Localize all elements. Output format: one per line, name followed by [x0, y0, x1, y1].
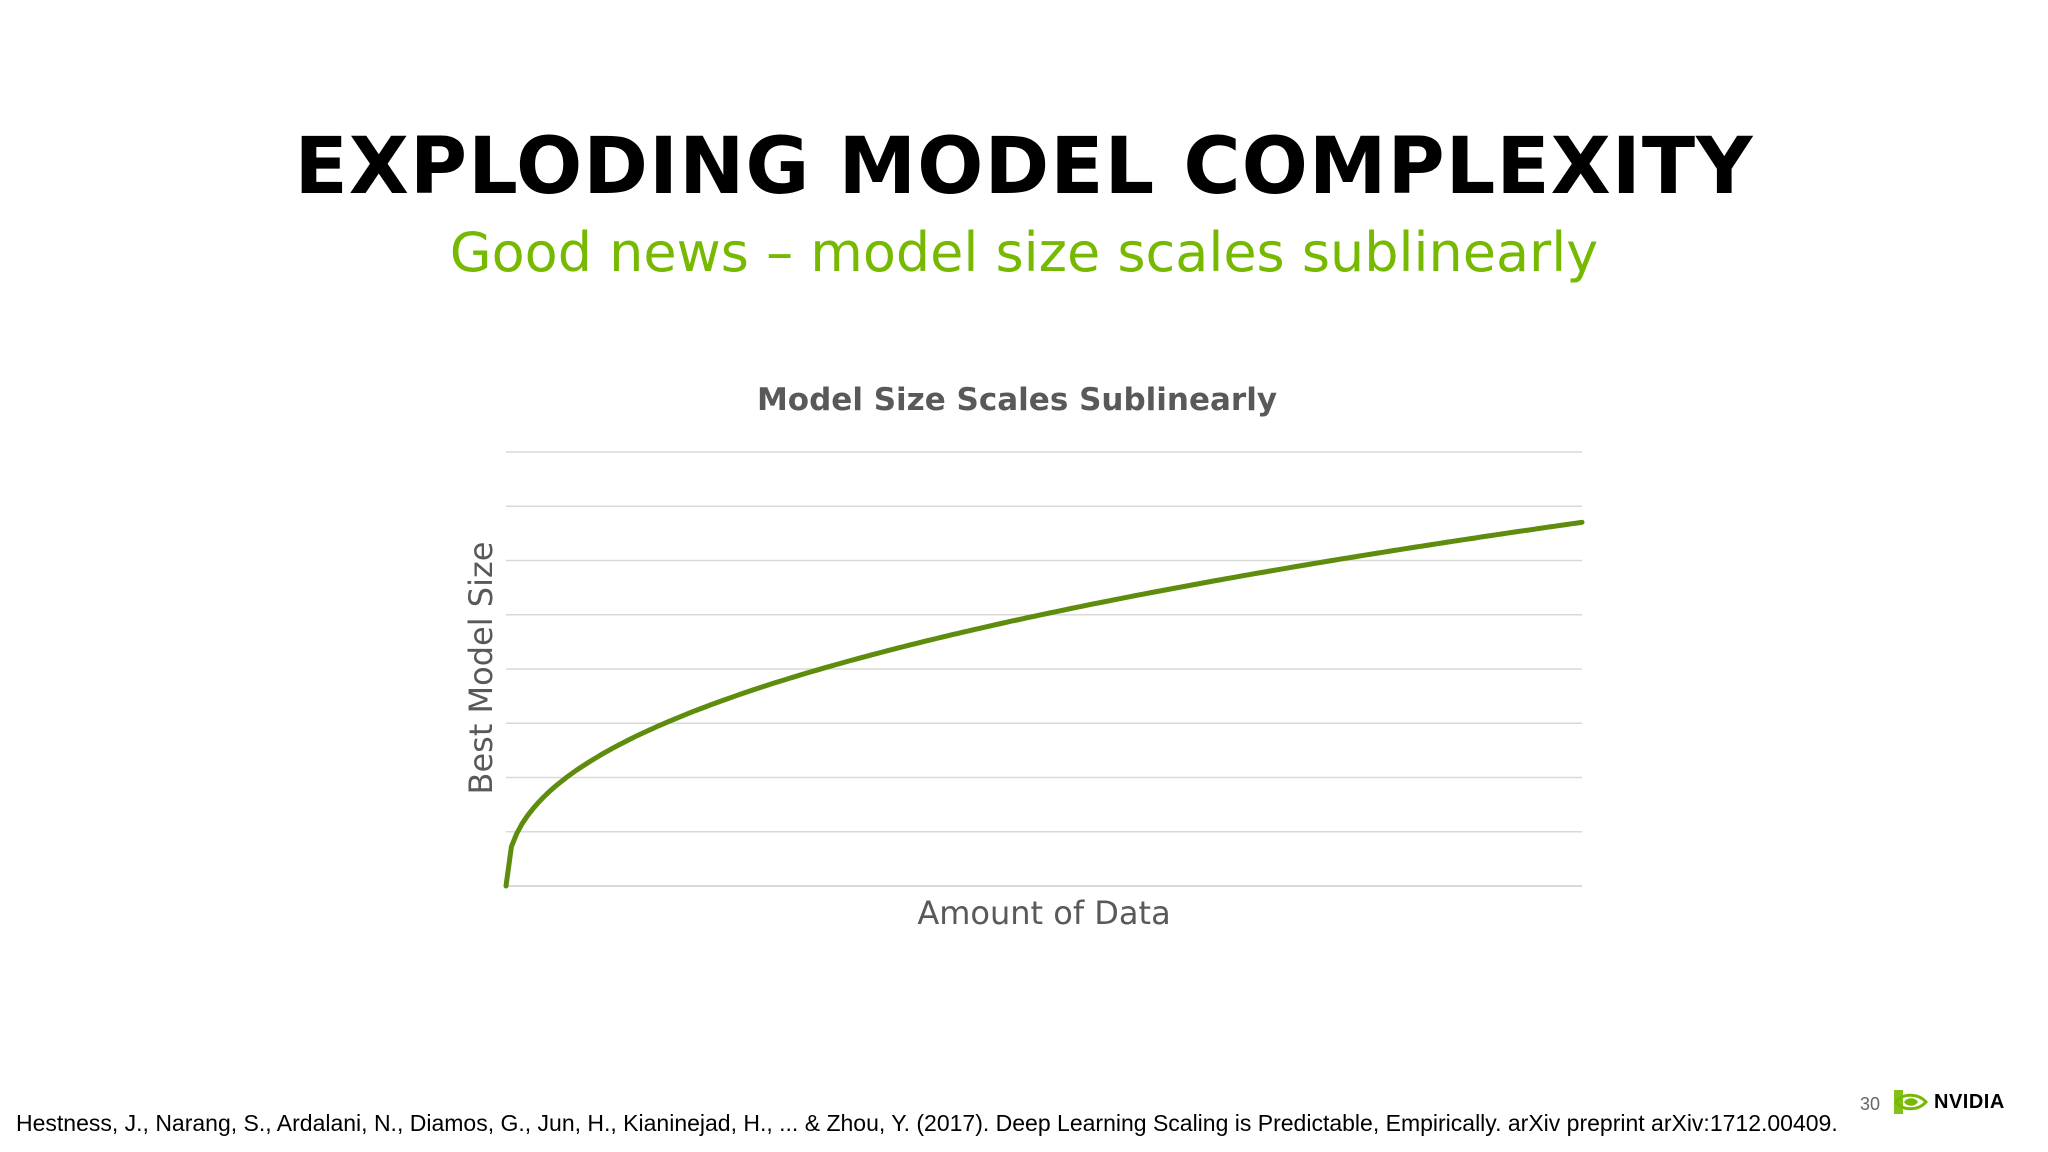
brand-name: NVIDIA	[1934, 1090, 2005, 1113]
slide-subtitle: Good news – model size scales sublinearl…	[449, 221, 1599, 284]
x-axis-label: Amount of Data	[917, 894, 1170, 932]
page-number: 30	[1860, 1094, 1881, 1114]
chart-gridlines	[506, 451, 1582, 887]
chart-series-line	[503, 519, 1585, 889]
brand-logo: NVIDIA	[1894, 1090, 2005, 1114]
footer-citation: Hestness, J., Narang, S., Ardalani, N., …	[16, 1110, 1838, 1136]
y-axis-label: Best Model Size	[462, 542, 500, 795]
chart-title: Model Size Scales Sublinearly	[757, 382, 1277, 418]
nvidia-eye-logo-icon	[1894, 1090, 1928, 1114]
slide-title: EXPLODING MODEL COMPLEXITY	[294, 122, 1754, 212]
